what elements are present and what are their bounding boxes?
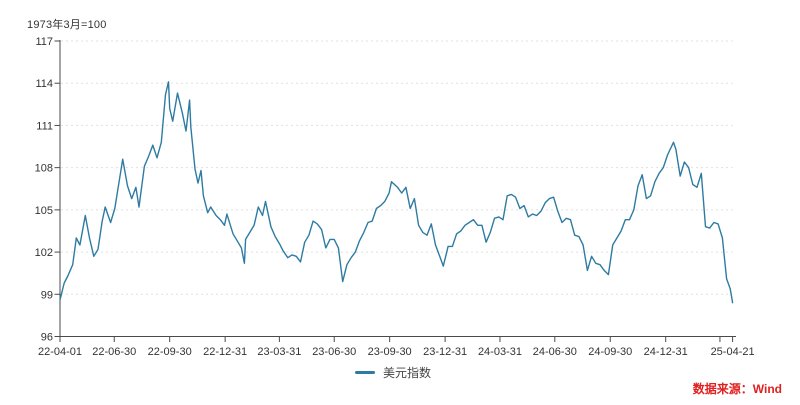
x-tick-label-2023-06-30: 23-06-30 <box>312 346 356 358</box>
y-tick-label-105: 105 <box>35 205 53 217</box>
x-tick-label-2024-03-31: 24-03-31 <box>478 346 522 358</box>
y-tick-label-108: 108 <box>35 163 53 175</box>
x-tick-label-2022-12-31: 22-12-31 <box>203 346 247 358</box>
legend-dollar-index[interactable]: 美元指数 <box>0 364 786 380</box>
dollar-index-line[interactable] <box>59 81 734 304</box>
x-tick-label-2024-12-31: 24-12-31 <box>644 346 688 358</box>
y-tick-label-99: 99 <box>41 289 53 301</box>
y-tick-label-102: 102 <box>35 247 53 259</box>
y-tick-label-117: 117 <box>35 36 53 48</box>
x-tick-label-2023-03-31: 23-03-31 <box>257 346 301 358</box>
y-tick-label-114: 114 <box>35 78 53 90</box>
x-tick-label-2024-06-30: 24-06-30 <box>533 346 577 358</box>
x-tick-label-2025-04-21: 25-04-21 <box>711 346 755 358</box>
legend-line-swatch <box>354 370 375 374</box>
data-source-label: 数据来源：Wind <box>692 382 782 396</box>
x-tick-label-2022-09-30: 22-09-30 <box>148 346 192 358</box>
x-tick-label-2023-09-30: 23-09-30 <box>368 346 412 358</box>
index-base-note: 1973年3月=100 <box>27 19 107 31</box>
x-tick-label-2024-09-30: 24-09-30 <box>588 346 632 358</box>
y-tick-label-111: 111 <box>36 120 53 132</box>
x-tick-label-2022-04-01: 22-04-01 <box>38 346 82 358</box>
legend-label: 美元指数 <box>382 365 431 380</box>
y-tick-label-96: 96 <box>41 332 53 344</box>
x-tick-label-2023-12-31: 23-12-31 <box>423 346 467 358</box>
x-tick-label-2022-06-30: 22-06-30 <box>92 346 136 358</box>
